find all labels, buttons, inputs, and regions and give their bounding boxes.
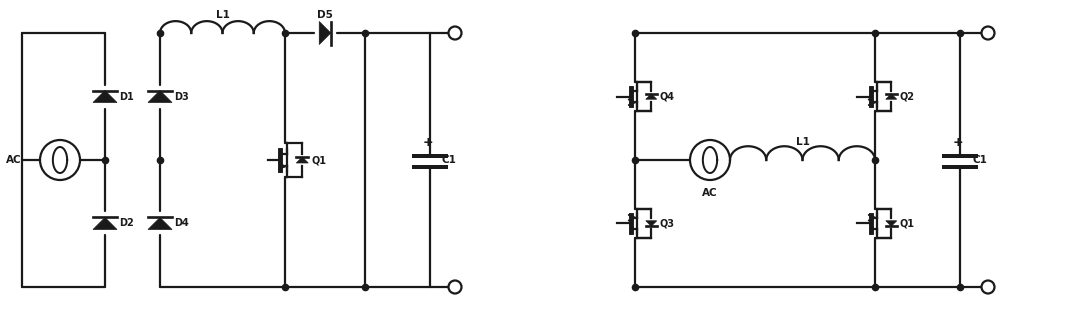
- Circle shape: [982, 26, 995, 39]
- Text: Q4: Q4: [659, 91, 674, 101]
- Polygon shape: [148, 90, 172, 102]
- Text: +: +: [422, 136, 433, 149]
- Circle shape: [982, 280, 995, 294]
- Polygon shape: [148, 217, 172, 230]
- Polygon shape: [296, 157, 308, 163]
- Text: Q3: Q3: [659, 219, 674, 228]
- Text: D1: D1: [119, 91, 134, 101]
- Text: AC: AC: [702, 188, 718, 198]
- Text: Q2: Q2: [900, 91, 915, 101]
- Text: L1: L1: [216, 10, 229, 20]
- Text: Q1: Q1: [311, 155, 326, 165]
- Text: D2: D2: [119, 219, 134, 228]
- Circle shape: [448, 26, 461, 39]
- Polygon shape: [646, 221, 657, 226]
- Text: D4: D4: [174, 219, 189, 228]
- Text: Q1: Q1: [900, 219, 915, 228]
- Polygon shape: [93, 217, 117, 230]
- Text: D3: D3: [174, 91, 189, 101]
- Text: +: +: [953, 136, 963, 149]
- Text: AC: AC: [6, 155, 22, 165]
- Polygon shape: [320, 21, 330, 44]
- Text: D5: D5: [318, 10, 333, 20]
- Polygon shape: [886, 94, 896, 99]
- Text: C1: C1: [972, 155, 987, 165]
- Polygon shape: [646, 94, 657, 99]
- Text: L1: L1: [796, 137, 809, 147]
- Polygon shape: [886, 221, 896, 226]
- Polygon shape: [93, 90, 117, 102]
- Text: C1: C1: [442, 155, 457, 165]
- Circle shape: [448, 280, 461, 294]
